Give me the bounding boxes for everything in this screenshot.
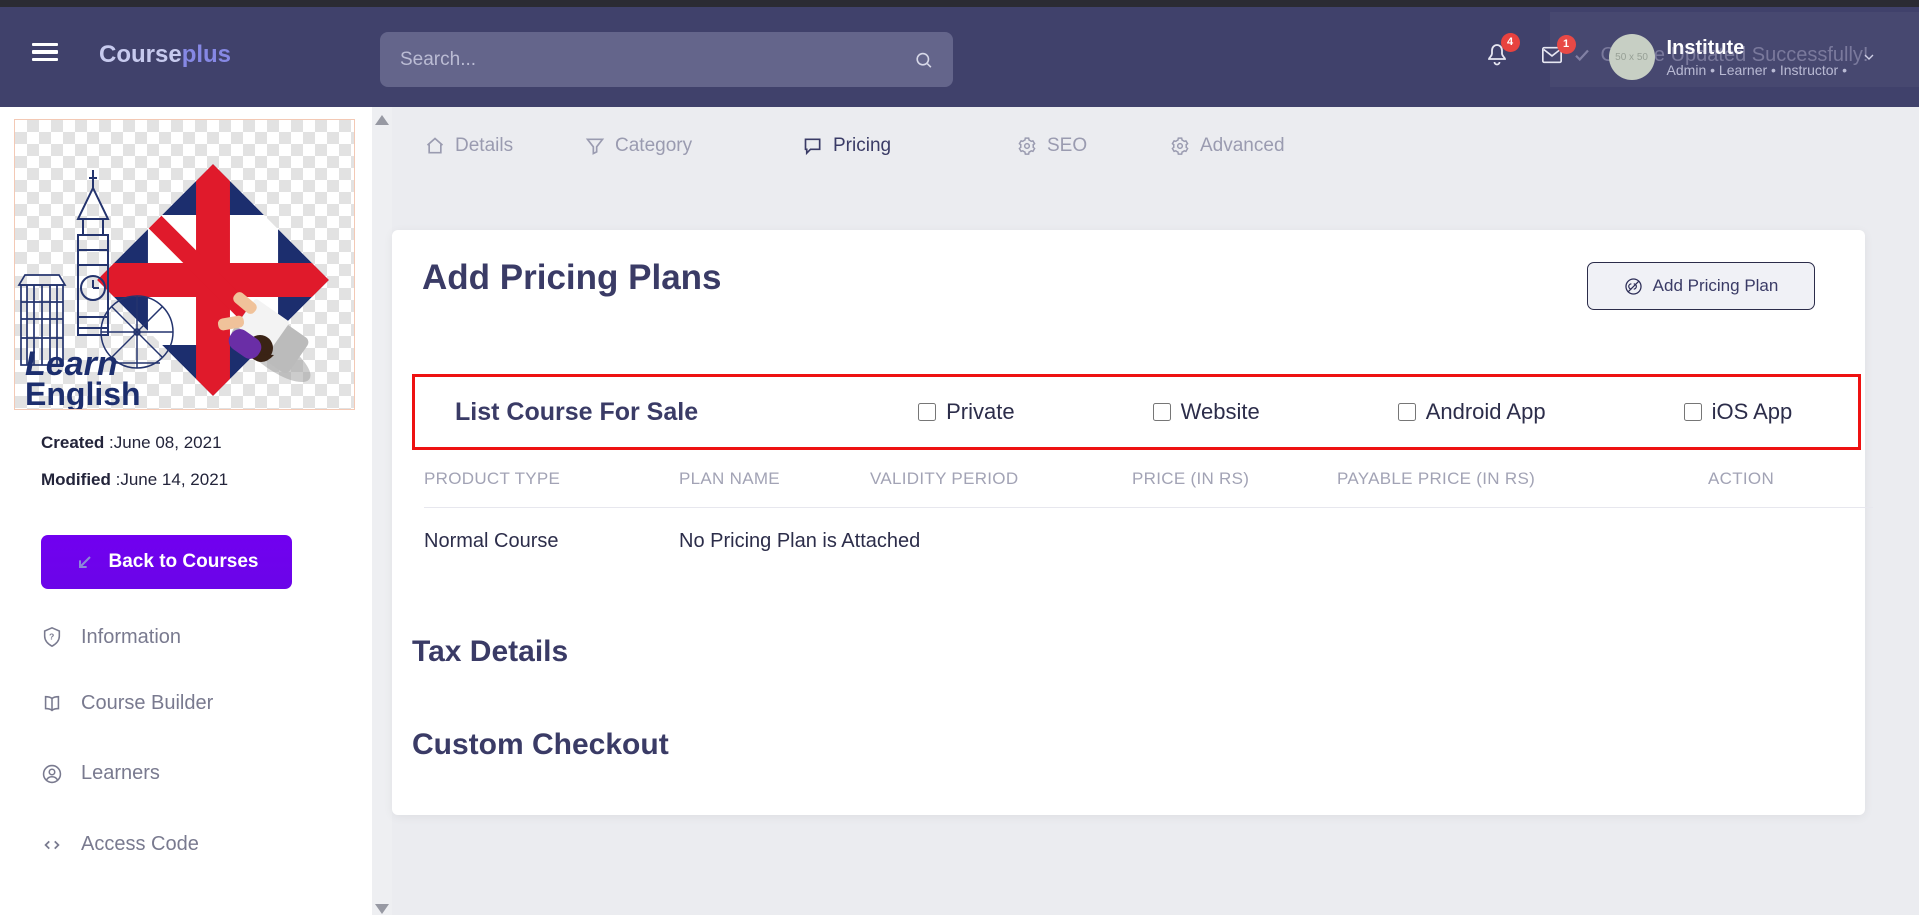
svg-text:?: ? xyxy=(49,631,54,641)
svg-text:English: English xyxy=(25,376,141,410)
